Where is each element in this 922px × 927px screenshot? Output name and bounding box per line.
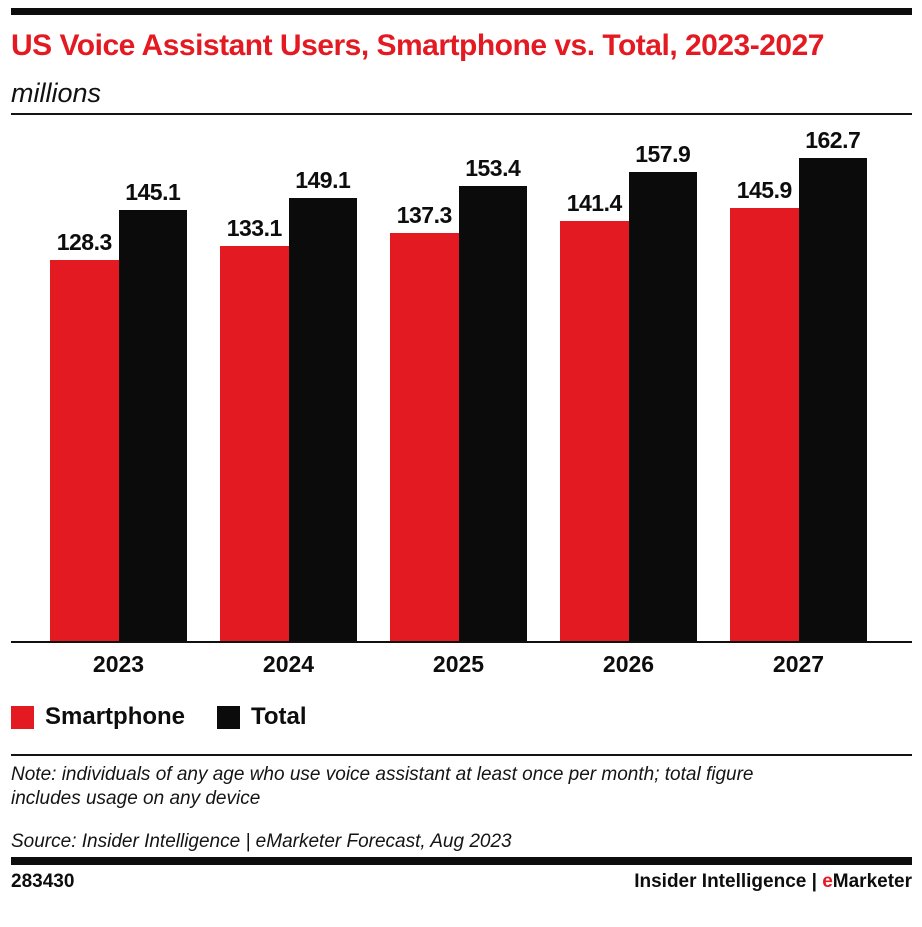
footnote-divider [11,754,912,756]
bar-column-total-2027: 162.7 [798,127,867,641]
chart-subtitle-units: millions [11,78,102,108]
bar-value-label: 133.1 [226,215,283,241]
bar-column-total-2023: 145.1 [118,179,187,641]
legend-label-smartphone: Smartphone [45,703,186,730]
bar-group-2023: 128.3 145.1 [50,179,187,641]
chart-title: US Voice Assistant Users, Smartphone vs.… [11,29,824,62]
chart-source: Source: Insider Intelligence | eMarketer… [11,831,512,852]
bar-column-smartphone-2023: 128.3 [50,229,119,641]
legend-item-total: Total [217,703,307,731]
bar-total [288,198,357,641]
bar-value-label: 128.3 [56,229,113,255]
chart-legend: Smartphone Total [11,703,912,731]
header-divider [11,113,912,115]
x-axis: 2023 2024 2025 2026 2027 [11,643,912,678]
bar-group-2026: 141.4 157.9 [560,141,697,641]
bar-value-label: 137.3 [396,202,453,228]
bar-column-smartphone-2026: 141.4 [560,190,629,641]
chart-card: US Voice Assistant Users, Smartphone vs.… [0,8,922,893]
bar-column-total-2026: 157.9 [628,141,697,641]
bar-smartphone [390,233,459,641]
bar-value-label: 157.9 [635,141,691,167]
bar-group-2024: 133.1 149.1 [220,167,357,641]
x-tick-label-2026: 2026 [602,651,655,677]
brand-rest: Marketer [832,871,912,892]
bar-smartphone [730,208,799,641]
legend-swatch-total [217,705,241,729]
bar-group-2025: 137.3 153.4 [390,155,527,641]
bar-total [628,172,697,641]
x-tick-label-2027: 2027 [772,651,825,677]
legend-label-total: Total [251,703,307,730]
bar-chart-plot-area: 128.3 145.1 133.1 149.1 137.3 153.4 141.4 157.9… [11,127,912,643]
x-tick-label-2024: 2024 [262,651,315,677]
brand-prefix: Insider Intelligence | [634,871,823,892]
bar-column-total-2024: 149.1 [288,167,357,641]
bar-group-2027: 145.9 162.7 [730,127,867,641]
bar-value-label: 141.4 [566,190,623,216]
bar-total [798,158,867,641]
bar-column-smartphone-2024: 133.1 [220,215,289,641]
bar-value-label: 145.1 [125,179,181,205]
brand-e-red: e [822,871,833,892]
x-tick-label-2025: 2025 [432,651,485,677]
bar-value-label: 149.1 [295,167,351,193]
chart-id: 283430 [11,871,75,892]
bar-total [458,186,527,641]
bar-column-smartphone-2027: 145.9 [730,177,799,641]
bar-column-total-2025: 153.4 [458,155,527,641]
chart-note: Note: individuals of any age who use voi… [11,764,754,809]
bar-column-smartphone-2025: 137.3 [390,202,459,641]
bar-value-label: 145.9 [736,177,793,203]
bar-smartphone [560,221,629,641]
x-tick-label-2023: 2023 [92,651,145,677]
bottom-rule [11,857,912,865]
bar-smartphone [50,260,119,641]
legend-item-smartphone: Smartphone [11,703,185,731]
bar-value-label: 162.7 [805,127,861,153]
legend-swatch-smartphone [11,705,34,729]
bar-value-label: 153.4 [465,155,521,181]
brand-lockup: Insider Intelligence | eMarketer [634,871,912,893]
bar-total [118,210,187,641]
bar-smartphone [220,246,289,641]
top-rule [11,8,912,15]
chart-footer: 283430 Insider Intelligence | eMarketer [11,871,912,893]
